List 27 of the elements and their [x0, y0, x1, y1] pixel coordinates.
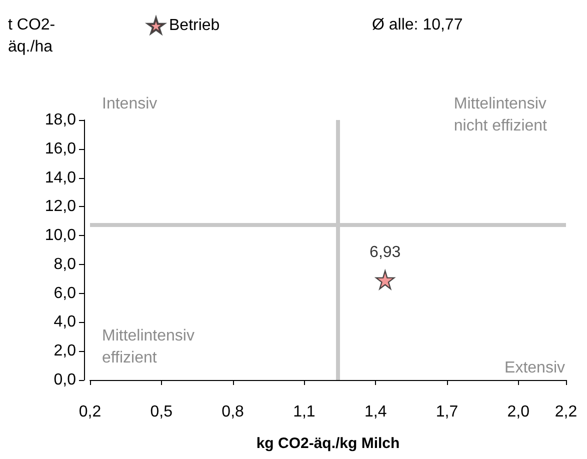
x-tick-label: 0,5 [150, 404, 173, 420]
y-axis-title: t CO2- äq./ha [8, 16, 56, 56]
x-tick-label: 1,4 [364, 404, 387, 420]
data-label: 6,93 [370, 244, 401, 261]
y-tick-label: 14,0 [44, 169, 76, 186]
text: Ø alle: 10,77 [372, 16, 463, 34]
x-tick-label: 0,2 [78, 404, 102, 420]
y-tick-label: 16,0 [44, 140, 76, 158]
y-tick-label: 4,0 [54, 314, 76, 331]
y-tick-label: 8,0 [54, 256, 76, 273]
y-tick-label: 18,0 [44, 112, 76, 128]
x-tick-label: 0,8 [222, 404, 244, 420]
annotation: Extensiv [504, 360, 565, 376]
x-axis-title: kg CO2-äq./kg Milch [256, 435, 400, 452]
y-tick-label: 10,0 [44, 227, 76, 244]
y-tick-label: 2,0 [54, 342, 76, 360]
x-tick-label: 2,2 [554, 404, 578, 420]
x-tick-label: 2,0 [507, 404, 530, 420]
y-tick-label: 6,0 [54, 284, 76, 302]
text: Intensiv [102, 96, 158, 112]
x-tick-label: 1,1 [293, 404, 316, 420]
x-tick-label: 1,7 [436, 404, 458, 420]
y-tick-label: 0,0 [54, 372, 76, 388]
y-tick-label: 12,0 [44, 198, 76, 216]
annotation: Mittelintensiv nicht effizient [454, 96, 548, 134]
legend-label: Betrieb [169, 17, 220, 34]
annotation: Mittelintensiv effizient [102, 328, 194, 366]
